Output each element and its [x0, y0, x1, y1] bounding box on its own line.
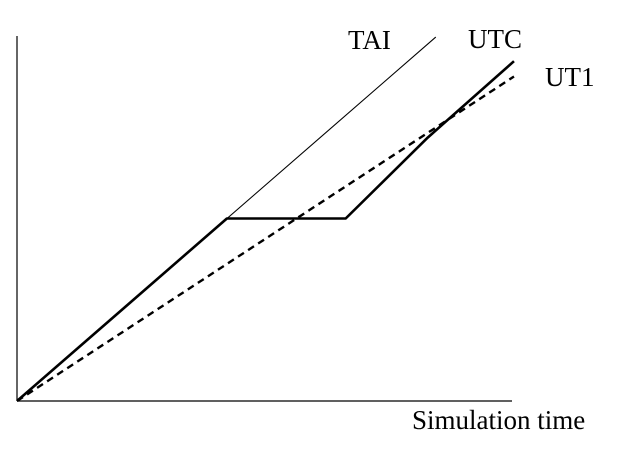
series-layer	[16, 36, 515, 403]
series-line-ut1	[16, 75, 515, 403]
series-line-utc	[16, 60, 515, 402]
series-label-layer: TAI UTC UT1	[348, 24, 595, 92]
series-label-tai: TAI	[348, 25, 391, 55]
series-label-ut1: UT1	[545, 62, 595, 92]
x-axis-label: Simulation time	[412, 405, 585, 435]
series-label-utc: UTC	[468, 24, 522, 54]
